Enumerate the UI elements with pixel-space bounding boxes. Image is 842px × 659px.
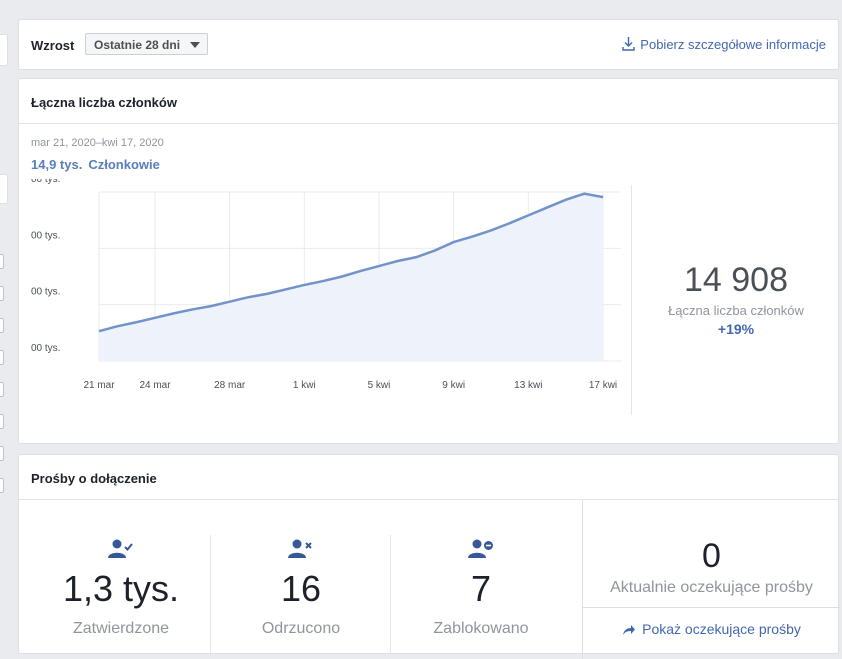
sidebar-input-edge[interactable]: [0, 174, 8, 204]
left-sidebar-edge: [0, 0, 8, 635]
growth-percent: +19%: [717, 321, 755, 337]
members-card-header: Łączna liczba członków: [19, 79, 838, 124]
rejected-stat: 16 Odrzucono: [211, 539, 391, 638]
sidebar-item-edge[interactable]: [0, 286, 4, 301]
sidebar-panel-edge: [0, 34, 8, 66]
sidebar-item-edge[interactable]: [0, 318, 4, 333]
total-members-value: 14 908: [684, 261, 788, 299]
pending-divider: [582, 499, 583, 659]
y-tick-label: 00 tys.: [31, 343, 60, 354]
pending-separator: [583, 607, 840, 608]
members-chart[interactable]: 00 tys. 00 tys. 00 tys. 00 tys. 21 mar 24 ma…: [19, 179, 631, 419]
sidebar-item-edge[interactable]: [0, 382, 4, 397]
x-tick-label: 17 kwi: [589, 380, 617, 391]
summary-label: Członkowie: [88, 157, 160, 172]
blocked-label: Zablokowano: [433, 620, 529, 637]
x-tick-label: 1 kwi: [293, 380, 316, 391]
pending-value: 0: [702, 537, 721, 575]
total-members-caption: Łączna liczba członków: [668, 303, 804, 318]
date-range-select[interactable]: Ostatnie 28 dni: [85, 33, 208, 55]
x-tick-label: 28 mar: [214, 380, 246, 391]
sidebar-item-edge[interactable]: [0, 414, 4, 429]
approved-value: 1,3 tys.: [62, 568, 180, 609]
approved-label: Zatwierdzone: [72, 620, 170, 637]
date-range-value: Ostatnie 28 dni: [94, 38, 181, 52]
chart-summary: 14,9 tys. Członkowie: [31, 157, 160, 172]
y-tick-label: 00 tys.: [31, 287, 60, 298]
chart-series-line[interactable]: [98, 192, 604, 333]
sidebar-item-edge[interactable]: [0, 478, 4, 493]
x-tick-label: 13 kwi: [514, 380, 542, 391]
sidebar-item-edge[interactable]: [0, 350, 4, 365]
x-tick-label: 9 kwi: [442, 380, 465, 391]
growth-title: Wzrost: [31, 38, 75, 53]
download-label: Pobierz szczegółowe informacje: [640, 37, 826, 52]
chevron-down-icon: [190, 42, 200, 48]
chart-area-fill: [99, 193, 603, 361]
column-divider: [390, 535, 391, 655]
join-requests-header: Prośby o dołączenie: [19, 455, 838, 500]
user-check-icon: [108, 539, 133, 558]
user-x-icon: [288, 539, 312, 558]
sidebar-item-edge[interactable]: [0, 446, 4, 461]
x-tick-label: 21 mar: [83, 380, 115, 391]
chart-date-range: mar 21, 2020–kwi 17, 2020: [31, 137, 164, 149]
approved-stat: 1,3 tys. Zatwierdzone: [31, 539, 211, 638]
show-pending-link[interactable]: Pokaż oczekujące prośby: [583, 621, 840, 637]
pending-label: Aktualnie oczekujące prośby: [610, 579, 813, 596]
blocked-value: 7: [470, 568, 492, 609]
members-card: Łączna liczba członków mar 21, 2020–kwi …: [18, 78, 839, 444]
rejected-value: 16: [280, 568, 322, 609]
growth-header: Wzrost Ostatnie 28 dni Pobierz szczegóło…: [18, 19, 839, 70]
sidebar-item-edge[interactable]: [0, 254, 4, 269]
download-details-link[interactable]: Pobierz szczegółowe informacje: [622, 36, 826, 52]
y-tick-label: 00 tys.: [31, 230, 60, 241]
summary-value: 14,9 tys.: [31, 157, 83, 172]
blocked-stat: 7 Zablokowano: [391, 539, 571, 638]
download-icon: [622, 37, 635, 51]
join-requests-card: Prośby o dołączenie 1,3 tys. Zatwierdzon…: [18, 454, 840, 659]
y-tick-label: 00 tys.: [31, 179, 60, 185]
column-divider: [210, 535, 211, 655]
x-tick-label: 5 kwi: [368, 380, 391, 391]
rejected-label: Odrzucono: [261, 620, 341, 637]
stat-divider: [631, 185, 632, 415]
user-blocked-icon: [468, 539, 493, 558]
members-card-title: Łączna liczba członków: [31, 95, 177, 110]
share-arrow-icon: [623, 625, 636, 635]
x-tick-label: 24 mar: [139, 380, 171, 391]
show-pending-label: Pokaż oczekujące prośby: [642, 621, 801, 637]
join-requests-title: Prośby o dołączenie: [31, 471, 157, 486]
